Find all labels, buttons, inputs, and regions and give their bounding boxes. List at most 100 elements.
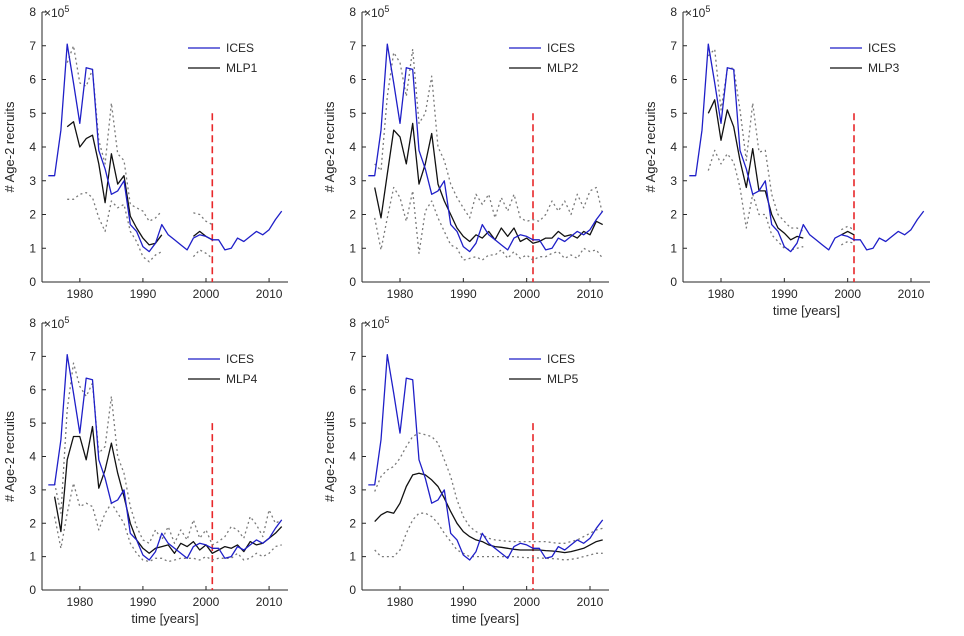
legend-label: MLP2 xyxy=(547,61,579,75)
x-tick-label: 2010 xyxy=(577,287,604,301)
x-tick-label: 2010 xyxy=(256,287,283,301)
x-tick-label: 1990 xyxy=(130,595,157,609)
legend-label: ICES xyxy=(226,352,254,366)
x-axis-label: time [years] xyxy=(452,611,519,626)
y-tick-label: 4 xyxy=(349,450,356,464)
x-tick-label: 2000 xyxy=(513,287,540,301)
y-tick-label: 3 xyxy=(29,174,36,188)
x-tick-label: 2000 xyxy=(513,595,540,609)
exponent-power: 5 xyxy=(384,4,389,14)
y-tick-label: 6 xyxy=(670,73,677,87)
y-axis-label: # Age-2 recruits xyxy=(322,101,337,193)
x-tick-label: 2010 xyxy=(898,287,925,301)
y-tick-label: 7 xyxy=(349,39,356,53)
y-axis-label: # Age-2 recruits xyxy=(2,410,17,502)
chart-panel-mlp2: 0 1 2 3 4 5 6 7 8 1980 1990 2000 2010 ×105 # Age-2 rec… xyxy=(322,4,609,301)
exponent-power: 5 xyxy=(384,315,389,325)
x-tick-label: 1990 xyxy=(450,595,477,609)
legend-label: ICES xyxy=(868,41,896,55)
y-tick-label: 6 xyxy=(349,383,356,397)
chart-panel-mlp3: 0 1 2 3 4 5 6 7 8 1980 1990 2000 2010 ×105 # Age-2 rec… xyxy=(643,4,930,318)
y-tick-label: 3 xyxy=(349,174,356,188)
x-tick-label: 2000 xyxy=(193,595,220,609)
ices-series-line xyxy=(368,43,604,253)
legend-label: ICES xyxy=(226,41,254,55)
x-axis-label: time [years] xyxy=(773,303,840,318)
upper-bound-line xyxy=(374,48,604,222)
x-tick-label: 1980 xyxy=(66,595,93,609)
x-tick-label: 1980 xyxy=(387,595,414,609)
lower-bound-line xyxy=(374,512,603,561)
upper-bound-line xyxy=(707,48,855,232)
y-tick-label: 8 xyxy=(29,5,36,19)
model-series-line xyxy=(53,425,283,554)
y-tick-label: 8 xyxy=(29,316,36,330)
exponent-power: 5 xyxy=(705,4,710,14)
y-axis-label: # Age-2 recruits xyxy=(2,101,17,193)
lower-bound-line xyxy=(374,186,604,261)
chart-panel-mlp4: 0 1 2 3 4 5 6 7 8 1980 1990 2000 2010 ×105 # Age-2 rec… xyxy=(2,315,288,626)
y-tick-label: 0 xyxy=(349,275,356,289)
x-tick-label: 2010 xyxy=(256,595,283,609)
x-tick-label: 2000 xyxy=(834,287,861,301)
y-tick-label: 4 xyxy=(670,140,677,154)
y-tick-label: 5 xyxy=(29,106,36,120)
exponent-power: 5 xyxy=(64,4,69,14)
y-tick-label: 3 xyxy=(670,174,677,188)
upper-bound-line xyxy=(374,432,603,544)
y-tick-label: 5 xyxy=(670,106,677,120)
y-tick-label: 1 xyxy=(670,241,677,255)
ices-series-line xyxy=(48,43,283,253)
y-tick-label: 3 xyxy=(349,483,356,497)
y-tick-label: 7 xyxy=(29,349,36,363)
x-tick-label: 2000 xyxy=(193,287,220,301)
y-tick-label: 7 xyxy=(349,349,356,363)
upper-bound-line xyxy=(53,362,283,546)
model-series-line xyxy=(707,99,855,241)
y-tick-label: 8 xyxy=(349,5,356,19)
y-tick-label: 2 xyxy=(670,208,677,222)
x-tick-label: 1990 xyxy=(771,287,798,301)
y-tick-label: 7 xyxy=(670,39,677,53)
y-tick-label: 4 xyxy=(349,140,356,154)
y-tick-label: 8 xyxy=(670,5,677,19)
y-tick-label: 4 xyxy=(29,450,36,464)
y-axis-label: # Age-2 recruits xyxy=(643,101,658,193)
y-tick-label: 2 xyxy=(349,516,356,530)
y-tick-label: 4 xyxy=(29,140,36,154)
ices-series-line xyxy=(368,354,604,561)
y-tick-label: 2 xyxy=(349,208,356,222)
y-tick-label: 0 xyxy=(29,275,36,289)
y-tick-label: 5 xyxy=(349,106,356,120)
y-tick-label: 0 xyxy=(670,275,677,289)
x-tick-label: 2010 xyxy=(577,595,604,609)
y-tick-label: 6 xyxy=(349,73,356,87)
model-series-line xyxy=(66,121,213,246)
x-tick-label: 1980 xyxy=(387,287,414,301)
chart-panel-mlp5: 0 1 2 3 4 5 6 7 8 1980 1990 2000 2010 ×105 # Age-2 rec… xyxy=(322,315,609,626)
x-tick-label: 1980 xyxy=(708,287,735,301)
lower-bound-line xyxy=(67,191,213,263)
y-tick-label: 1 xyxy=(29,550,36,564)
ices-series-line xyxy=(689,43,925,253)
model-series-line xyxy=(374,472,603,554)
exponent-label: ×105 xyxy=(685,4,710,20)
legend-label: ICES xyxy=(547,352,575,366)
y-tick-label: 7 xyxy=(29,39,36,53)
model-series-line xyxy=(374,122,603,244)
y-tick-label: 0 xyxy=(349,583,356,597)
y-tick-label: 1 xyxy=(349,241,356,255)
y-tick-label: 0 xyxy=(29,583,36,597)
legend-label: MLP4 xyxy=(226,372,258,386)
x-tick-label: 1990 xyxy=(130,287,157,301)
lower-bound-line xyxy=(53,482,282,563)
chart-panel-mlp1: 0 1 2 3 4 5 6 7 8 1980 1990 2000 2010 ×105 # Age-2 rec… xyxy=(2,4,288,301)
y-tick-label: 2 xyxy=(29,516,36,530)
y-tick-label: 5 xyxy=(349,416,356,430)
exponent-label: ×105 xyxy=(364,315,389,331)
upper-bound-line xyxy=(66,45,213,226)
x-axis-label: time [years] xyxy=(131,611,198,626)
legend-label: MLP5 xyxy=(547,372,579,386)
y-tick-label: 6 xyxy=(29,383,36,397)
